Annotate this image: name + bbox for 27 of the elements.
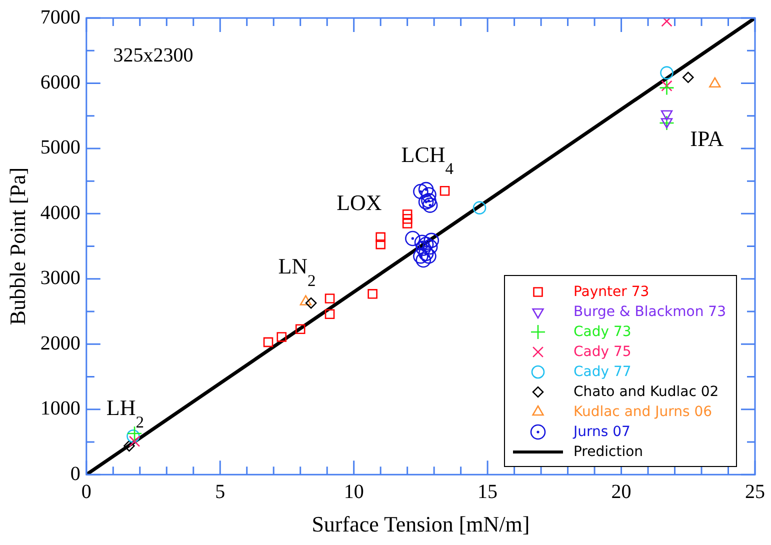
y-tick-label: 7000 — [40, 6, 80, 28]
y-tick-label: 6000 — [40, 71, 80, 94]
x-tick-label: 5 — [215, 480, 226, 503]
legend-label: Kudlac and Jurns 06 — [573, 402, 712, 422]
y-tick-label: 0 — [70, 462, 80, 485]
x-tick-label: 20 — [611, 480, 632, 503]
x-tick-label: 10 — [344, 480, 364, 503]
legend-label: Paynter 73 — [573, 282, 650, 302]
legend-label: Cady 73 — [573, 322, 632, 342]
legend-label: Prediction — [573, 442, 644, 462]
x-tick-label: 15 — [478, 480, 498, 503]
legend-label: Jurns 07 — [573, 422, 630, 442]
annotation: 325x2300 — [113, 44, 194, 66]
y-tick-label: 3000 — [40, 267, 80, 290]
annotation: LOX — [336, 190, 382, 215]
annotation: IPA — [690, 126, 724, 151]
y-tick-label: 2000 — [40, 332, 80, 354]
legend-label: Cady 77 — [573, 362, 632, 382]
y-tick-label: 4000 — [40, 202, 80, 224]
x-axis-title: Surface Tension [mN/m] — [312, 512, 530, 537]
legend-label: Chato and Kudlac 02 — [573, 382, 719, 402]
y-tick-label: 5000 — [40, 136, 80, 159]
y-tick-label: 1000 — [40, 398, 80, 420]
x-tick-label: 25 — [745, 480, 765, 503]
legend-label: Cady 75 — [573, 342, 632, 362]
y-axis-title: Bubble Point [Pa] — [4, 167, 30, 326]
legend-label: Burge & Blackmon 73 — [573, 302, 726, 322]
